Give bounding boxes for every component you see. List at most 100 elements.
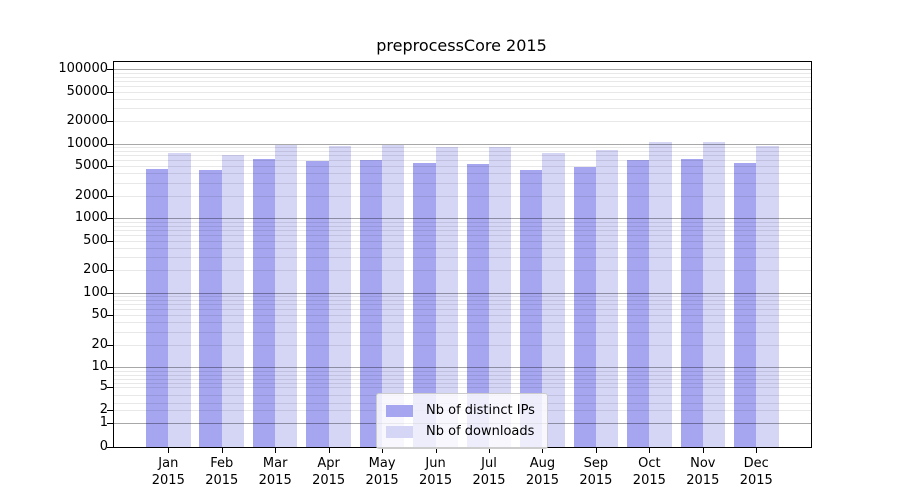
x-tick-mark [168,448,170,453]
gridline-minor [114,387,811,389]
x-tick-label: Feb 2015 [180,455,264,489]
gridline-minor [114,91,811,93]
y-tick-mark [107,121,113,123]
bar-distinct-ips [680,159,703,447]
bar-downloads [275,145,298,447]
x-tick-mark [756,448,758,453]
x-tick-mark [542,448,544,453]
bar-downloads [328,146,351,447]
gridline-minor [114,98,811,100]
x-tick-label: Aug 2015 [500,455,584,489]
x-tick-label-year: 2015 [632,473,666,488]
bar-downloads [435,146,458,447]
bar-distinct-ips [573,167,596,447]
y-tick-label: 100 [83,284,108,300]
x-tick-mark [435,448,437,453]
y-tick-mark [107,218,113,220]
x-tick-mark [649,448,651,453]
y-tick-mark [107,270,113,272]
gridline-minor [114,76,811,78]
y-tick-label: 5000 [74,158,108,174]
x-tick-label: Jul 2015 [447,455,531,489]
y-tick-label: 50000 [66,83,108,99]
bar-downloads [221,154,245,447]
x-tick-label-year: 2015 [151,473,185,488]
x-tick-label-year: 2015 [525,473,559,488]
y-tick-mark [107,315,113,317]
gridline-minor [114,173,811,175]
y-tick-label: 200 [83,262,108,278]
bar-distinct-ips [306,160,329,447]
bar-distinct-ips [733,163,757,447]
gridline-minor [114,315,811,317]
gridline-minor [114,160,811,162]
legend-swatch-downloads [386,425,413,438]
x-tick-label: Dec 2015 [714,455,798,489]
gridline-minor [114,247,811,249]
y-tick-label: 500 [83,232,108,248]
gridline-minor [114,331,811,333]
x-tick-label: Mar 2015 [233,455,317,489]
y-tick-mark [107,240,113,242]
x-tick-label: Sep 2015 [554,455,638,489]
gridline-minor [114,257,811,259]
bar-downloads [756,145,779,447]
x-tick-label: Jun 2015 [394,455,478,489]
bar-downloads [702,141,726,447]
gridline-minor [114,80,811,82]
gridline-minor [114,322,811,324]
x-tick-mark [382,448,384,453]
gridline-minor [114,304,811,306]
y-tick-mark [107,447,113,448]
gridline-minor [114,221,811,223]
y-tick-label: 20 [91,336,108,352]
gridline-minor [114,195,811,197]
x-tick-label: May 2015 [340,455,424,489]
x-tick-label: Oct 2015 [607,455,691,489]
x-tick-label-year: 2015 [686,473,720,488]
y-tick-mark [107,292,113,294]
x-tick-mark [221,448,223,453]
gridline-minor [114,229,811,231]
gridline-minor [114,270,811,272]
gridline-major [114,218,811,220]
gridline-minor [114,344,811,346]
bar-distinct-ips [466,164,489,447]
bar-downloads [595,149,619,447]
gridline-minor [114,108,811,110]
y-tick-mark [107,367,113,369]
x-tick-mark [489,448,490,453]
bar-downloads [382,145,405,447]
x-tick-label: Nov 2015 [661,455,745,489]
gridline-major [114,367,811,369]
x-tick-mark [702,448,704,453]
x-tick-mark [595,448,597,453]
x-tick-label-year: 2015 [312,473,346,488]
plot-area: 0 1 2 5 10 20 50 100 200 500 1000 2000 5000 10000 2000… [58,61,812,488]
x-tick-label: Jan 2015 [126,455,210,489]
y-tick-mark [107,195,113,197]
y-tick-label: 10000 [66,135,108,151]
x-tick-label-year: 2015 [258,473,292,488]
gridline-minor [114,309,811,311]
gridline-minor [114,121,811,123]
gridline-minor [114,85,811,87]
legend: Nb of distinct IPs Nb of downloads [376,393,548,449]
legend-label: Nb of distinct IPs [426,403,535,418]
bar-distinct-ips [252,159,276,447]
gridline-minor [114,225,811,227]
x-tick-label-year: 2015 [205,473,239,488]
y-tick-mark [107,423,113,424]
y-tick-mark [107,410,113,412]
gridline-minor [114,383,811,385]
bar-distinct-ips [359,160,383,447]
gridline-major [114,143,811,145]
y-tick-label: 2 [99,402,108,418]
gridline-minor [114,182,811,184]
bar-distinct-ips [520,169,543,447]
y-tick-label: 1 [99,415,108,430]
y-tick-label: 1000 [74,210,108,226]
chart-title: preprocessCore 2015 [376,36,547,55]
bar-downloads [489,146,512,447]
